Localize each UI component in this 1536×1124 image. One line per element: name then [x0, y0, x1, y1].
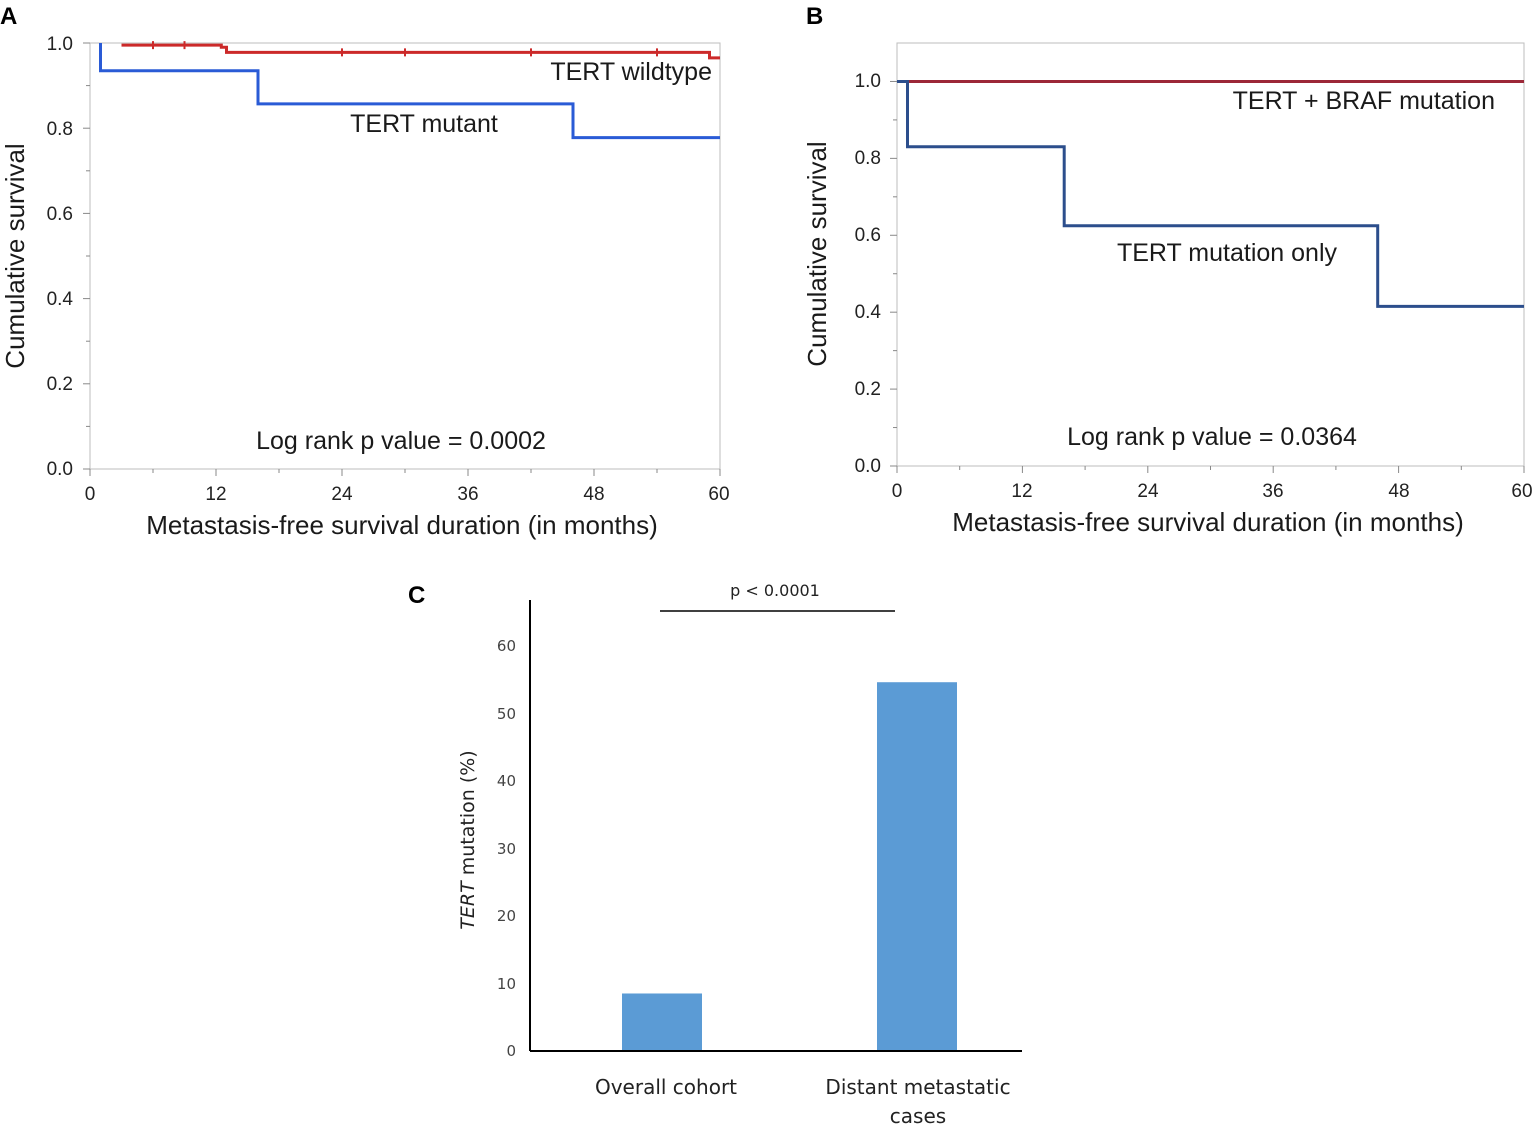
panel-c-category-line2: cases [890, 1104, 946, 1124]
panel-b-legend-tert-braf: TERT + BRAF mutation [1233, 87, 1495, 115]
panel-c-ytick: 40 [497, 772, 516, 790]
panel-b-xtick: 24 [1137, 481, 1159, 502]
panel-c-bars [622, 682, 957, 1051]
panel-c-bar-1 [622, 993, 702, 1051]
panel-b-ytick: 0.8 [855, 148, 881, 169]
panel-a-xtick: 24 [331, 484, 353, 505]
panel-c-ylabel-rest: mutation (%) [457, 750, 479, 881]
panel-c-category: Distant metastatic cases [825, 1075, 1010, 1124]
panel-a-ylabel: Cumulative survival [0, 143, 30, 368]
panel-c-ytick: 0 [506, 1042, 516, 1060]
panel-b-ylabel: Cumulative survival [802, 141, 832, 366]
panel-c-ytick: 50 [497, 705, 516, 723]
panel-c-ylabel-italic: TERT [457, 880, 479, 930]
panel-b-ytick: 0.2 [855, 379, 881, 400]
panel-b-xtick: 60 [1511, 481, 1532, 502]
panel-a: A 0.0 0.2 0.4 0.6 0.8 1.0 0 12 24 36 48 … [0, 3, 730, 540]
panel-a-ticks [83, 42, 721, 476]
panel-c-ylabel: TERT mutation (%) [457, 750, 479, 929]
panel-a-xtick: 0 [85, 484, 96, 505]
panel-c-ytick: 10 [497, 975, 516, 993]
panel-c-ytick: 60 [497, 637, 516, 655]
panel-a-xtick: 48 [583, 484, 604, 505]
panel-b-ticks [890, 80, 1525, 473]
panel-a-xtick: 36 [457, 484, 478, 505]
panel-b-ytick: 0.6 [855, 225, 881, 246]
panel-b-ytick: 1.0 [855, 71, 881, 92]
panel-a-ytick: 0.4 [47, 289, 74, 310]
panel-a-xtick: 60 [708, 484, 729, 505]
panel-c-letter: C [408, 582, 425, 609]
panel-b-letter: B [806, 3, 823, 30]
panel-a-ytick: 1.0 [47, 34, 73, 55]
panel-a-frame [89, 42, 721, 470]
panel-b-xtick: 0 [892, 481, 903, 502]
panel-a-legend-mutant: TERT mutant [350, 110, 498, 138]
panel-a-curves [99, 41, 720, 140]
panel-b-xtick: 36 [1262, 481, 1283, 502]
panel-a-xtick: 12 [205, 484, 226, 505]
panel-b-curves [897, 80, 1524, 308]
panel-b-xtick: 48 [1388, 481, 1409, 502]
panel-b-logrank: Log rank p value = 0.0364 [1067, 423, 1357, 451]
panel-a-curve-series1 [121, 43, 720, 60]
panel-b: B 0.0 0.2 0.4 0.6 0.8 1.0 0 12 24 36 48 … [802, 3, 1533, 537]
panel-a-ytick: 0.2 [47, 374, 73, 395]
panel-c-ytick: 30 [497, 840, 516, 858]
panel-a-logrank: Log rank p value = 0.0002 [256, 427, 546, 455]
panel-b-ytick: 0.0 [855, 456, 881, 477]
panel-a-ytick: 0.6 [47, 204, 73, 225]
panel-a-curve-series2 [99, 43, 720, 140]
panel-b-xlabel: Metastasis-free survival duration (in mo… [952, 507, 1464, 537]
panel-c: C 0 10 20 30 40 50 60 TERT mutation (%) … [408, 581, 1022, 1124]
panel-a-ytick: 0.8 [47, 119, 73, 140]
panel-c-category-line1: Distant metastatic [825, 1075, 1010, 1099]
panel-b-ytick: 0.4 [855, 302, 882, 323]
panel-a-ytick: 0.0 [47, 459, 73, 480]
panel-b-curve-series2 [897, 80, 1524, 308]
panel-c-significance: p < 0.0001 [730, 581, 820, 600]
panel-b-legend-tert-only: TERT mutation only [1117, 239, 1338, 267]
panel-c-bar-2 [877, 682, 957, 1051]
panel-a-legend-wildtype: TERT wildtype [550, 58, 712, 86]
panel-c-category: Overall cohort [595, 1075, 737, 1099]
panel-a-letter: A [0, 3, 17, 30]
panel-b-xtick: 12 [1011, 481, 1032, 502]
panel-a-xlabel: Metastasis-free survival duration (in mo… [146, 510, 658, 540]
panel-c-ytick: 20 [497, 907, 516, 925]
